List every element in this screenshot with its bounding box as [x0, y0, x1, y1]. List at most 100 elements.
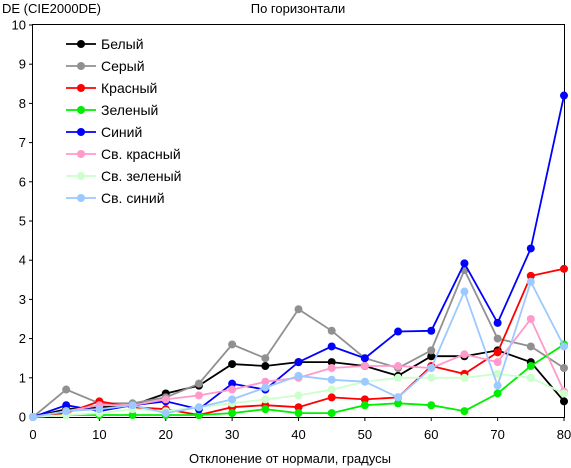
data-point	[394, 362, 403, 371]
y-tick-label: 0	[19, 410, 26, 425]
data-point	[261, 405, 270, 414]
data-point	[460, 350, 469, 359]
data-point	[228, 360, 237, 369]
chart-title: По горизонтали	[251, 1, 345, 16]
legend-label: Синий	[101, 124, 142, 140]
legend-swatch-marker	[77, 62, 85, 70]
legend: Белый Серый Красный Зеленый Синий Св. красный…	[66, 36, 181, 206]
x-tick-label: 70	[490, 427, 504, 442]
data-point	[493, 334, 502, 343]
data-point	[460, 287, 469, 296]
data-point	[360, 354, 369, 363]
x-axis: 0 10 20 30 40 50 60 70 80	[29, 417, 571, 442]
legend-label: Красный	[101, 80, 157, 96]
data-point	[62, 385, 71, 394]
data-point	[294, 409, 303, 418]
legend-swatch-marker	[77, 40, 85, 48]
legend-label: Зеленый	[101, 102, 158, 118]
data-point	[261, 362, 270, 371]
legend-item: Св. красный	[66, 146, 181, 162]
data-point	[427, 373, 436, 382]
data-point	[228, 385, 237, 394]
legend-swatch-marker	[77, 84, 85, 92]
data-point	[327, 375, 336, 384]
legend-item: Св. синий	[66, 190, 165, 206]
data-point	[327, 385, 336, 394]
data-point	[493, 348, 502, 357]
legend-label: Св. синий	[101, 190, 165, 206]
y-tick-label: 9	[19, 57, 26, 72]
legend-label: Св. красный	[101, 146, 181, 162]
data-point	[560, 342, 568, 351]
y-axis: 0 1 2 3 4 5 6 7 8 9 10	[12, 18, 33, 425]
data-point	[128, 401, 137, 410]
data-point	[560, 264, 568, 273]
data-point	[493, 318, 502, 327]
data-point	[427, 352, 436, 361]
data-point	[526, 315, 535, 323]
data-point	[327, 364, 336, 372]
data-point	[261, 354, 270, 363]
legend-swatch-marker	[77, 128, 85, 136]
y-tick-label: 2	[19, 331, 26, 346]
legend-swatch-marker	[77, 172, 85, 180]
y-tick-label: 4	[19, 253, 26, 268]
y-tick-label: 10	[12, 18, 26, 33]
x-tick-label: 20	[159, 427, 173, 442]
y-tick-label: 7	[19, 135, 26, 150]
data-point	[294, 371, 303, 380]
x-tick-label: 60	[424, 427, 438, 442]
y-tick-label: 3	[19, 292, 26, 307]
data-point	[394, 327, 403, 336]
data-point	[427, 401, 436, 410]
data-point	[327, 358, 336, 367]
x-tick-label: 10	[92, 427, 106, 442]
data-point	[194, 379, 203, 388]
data-point	[460, 373, 469, 382]
legend-item: Серый	[66, 58, 145, 74]
data-point	[327, 393, 336, 402]
data-point	[526, 271, 535, 280]
data-point	[460, 259, 469, 268]
data-point	[427, 364, 436, 372]
legend-swatch-marker	[77, 150, 85, 158]
data-point	[360, 377, 369, 386]
legend-label: Серый	[101, 58, 145, 74]
legend-label: Св. зеленый	[101, 168, 181, 184]
data-point	[128, 411, 137, 420]
data-point	[294, 403, 303, 412]
data-point	[327, 342, 336, 351]
data-point	[294, 358, 303, 367]
legend-swatch-marker	[77, 194, 85, 202]
legend-item: Св. зеленый	[66, 168, 181, 184]
series-line	[32, 317, 565, 418]
data-point	[228, 379, 237, 388]
x-tick-label: 80	[557, 427, 571, 442]
data-point	[526, 373, 535, 382]
data-point	[194, 411, 203, 420]
data-point	[560, 389, 568, 398]
legend-item: Белый	[66, 36, 144, 52]
series-Св. синий	[29, 277, 568, 421]
data-point	[394, 373, 403, 382]
data-point	[327, 409, 336, 418]
data-point	[493, 369, 502, 378]
data-point	[228, 340, 237, 349]
data-point	[161, 395, 170, 404]
data-point	[261, 395, 270, 404]
data-point	[194, 403, 203, 412]
data-point	[460, 407, 469, 416]
data-point	[194, 391, 203, 400]
data-point	[294, 391, 303, 400]
data-point	[394, 393, 403, 402]
legend-swatch-marker	[77, 106, 85, 114]
data-point	[29, 413, 37, 421]
data-point	[560, 91, 568, 100]
data-point	[261, 377, 270, 386]
legend-item: Красный	[66, 80, 157, 96]
data-point	[526, 362, 535, 371]
data-point	[360, 362, 369, 371]
x-tick-label: 30	[225, 427, 239, 442]
data-point	[493, 381, 502, 390]
legend-item: Зеленый	[66, 102, 158, 118]
